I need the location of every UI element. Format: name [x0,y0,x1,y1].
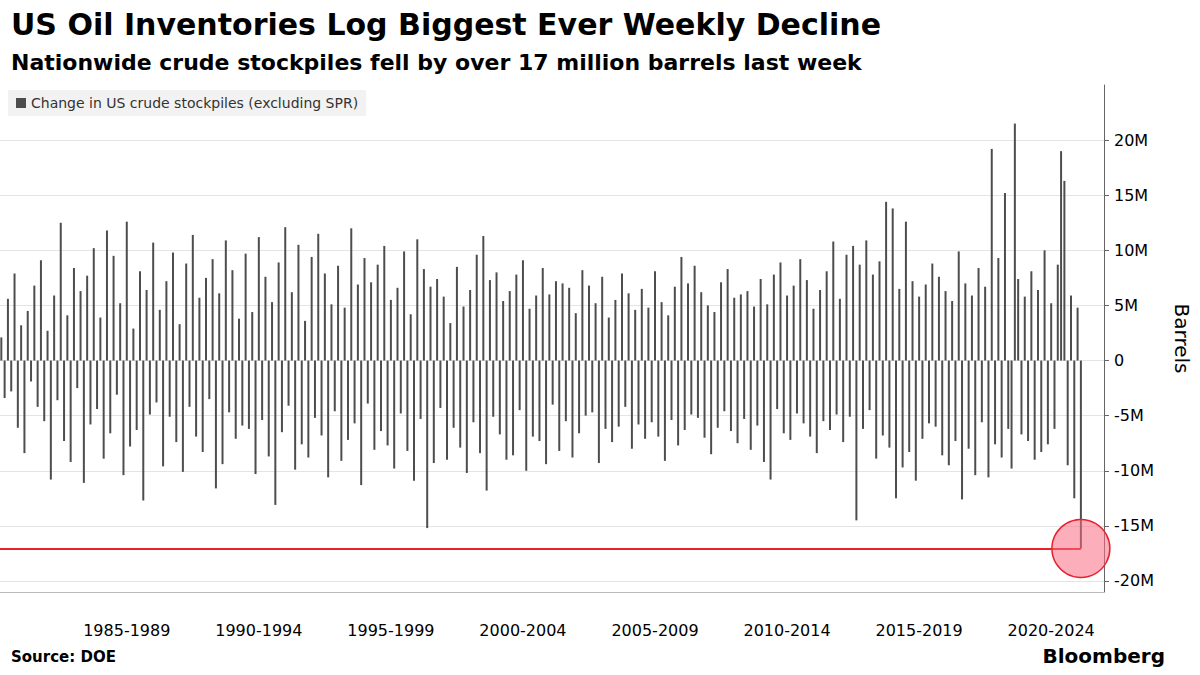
svg-text:Change in US crude stockpiles: Change in US crude stockpiles (excluding… [31,95,358,111]
svg-text:1985-1989: 1985-1989 [83,621,170,640]
svg-text:0: 0 [1114,351,1124,370]
svg-text:1995-1999: 1995-1999 [347,621,434,640]
svg-text:2020-2024: 2020-2024 [1008,621,1095,640]
svg-text:2000-2004: 2000-2004 [479,621,566,640]
svg-text:Source: DOE: Source: DOE [11,648,116,666]
svg-text:10M: 10M [1114,241,1148,260]
svg-text:5M: 5M [1114,296,1138,315]
svg-text:2005-2009: 2005-2009 [611,621,698,640]
svg-text:20M: 20M [1114,131,1148,150]
svg-text:-10M: -10M [1114,461,1154,480]
svg-text:-5M: -5M [1114,406,1144,425]
svg-text:-20M: -20M [1114,571,1154,590]
svg-text:2015-2019: 2015-2019 [876,621,963,640]
svg-text:Barrels: Barrels [1170,304,1194,374]
svg-text:Nationwide crude stockpiles fe: Nationwide crude stockpiles fell by over… [11,50,863,75]
svg-text:15M: 15M [1114,186,1148,205]
svg-text:US Oil Inventories Log Biggest: US Oil Inventories Log Biggest Ever Week… [11,7,881,42]
svg-text:1990-1994: 1990-1994 [215,621,302,640]
svg-text:2010-2014: 2010-2014 [743,621,830,640]
svg-text:-15M: -15M [1114,516,1154,535]
svg-text:Bloomberg: Bloomberg [1043,644,1165,668]
